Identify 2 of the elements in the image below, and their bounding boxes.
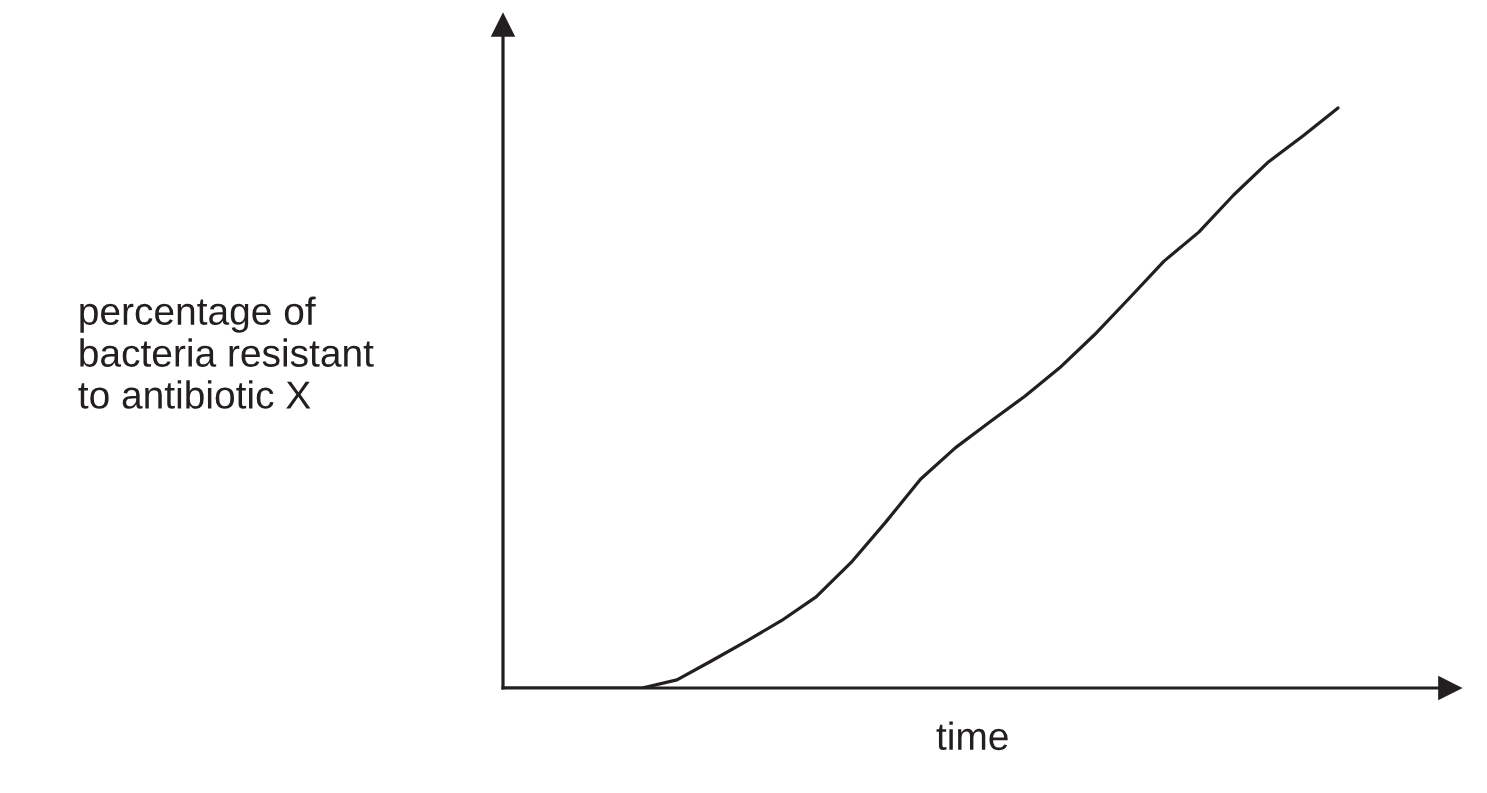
y-axis-title: percentage of bacteria resistant to antibiotic X <box>78 296 374 409</box>
x-axis-title: time <box>936 721 1008 751</box>
